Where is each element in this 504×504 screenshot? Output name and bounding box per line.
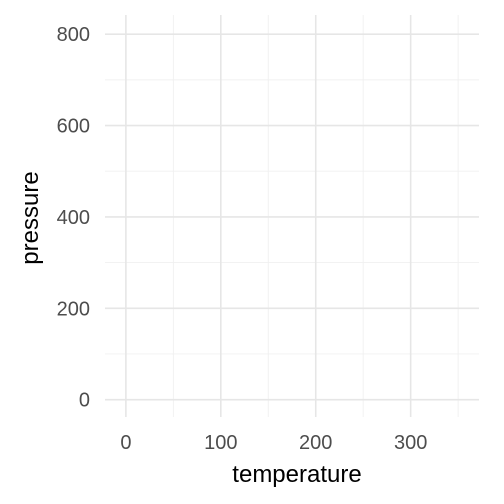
y-axis-title: pressure: [17, 171, 44, 264]
y-tick-label: 0: [79, 390, 90, 412]
x-tick-label: 200: [299, 432, 332, 454]
y-tick-label: 800: [57, 24, 90, 46]
x-tick-label: 100: [204, 432, 237, 454]
x-axis-title: temperature: [232, 461, 361, 488]
x-tick-label: 0: [120, 432, 131, 454]
major-gridlines: [105, 15, 479, 417]
y-tick-labels: 0 200 400 600 800: [57, 24, 90, 411]
y-tick-label: 400: [57, 207, 90, 229]
y-tick-label: 200: [57, 298, 90, 320]
minor-gridlines: [105, 15, 479, 417]
y-tick-label: 600: [57, 116, 90, 138]
x-tick-label: 300: [394, 432, 427, 454]
x-tick-labels: 0 100 200 300: [120, 432, 427, 454]
